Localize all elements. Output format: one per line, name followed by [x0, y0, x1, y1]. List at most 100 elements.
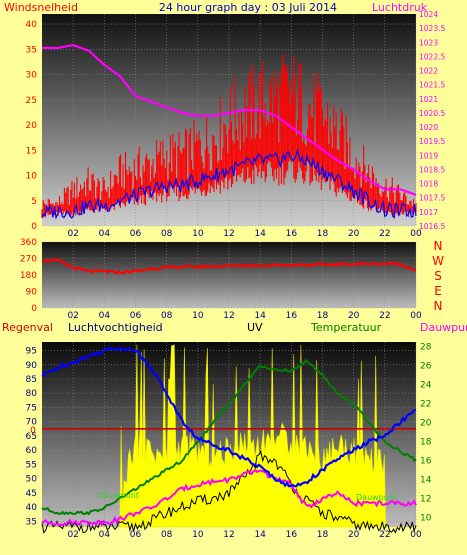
right-tick-label: 1024 [419, 10, 438, 19]
x-tick-label: 06 [130, 530, 142, 540]
right-tick-label: 1022.5 [419, 52, 445, 61]
compass-label: S [434, 269, 442, 283]
humidity-series [41, 344, 417, 534]
rain-label: Regenval [2, 321, 53, 334]
x-tick-label: 16 [286, 311, 298, 321]
compass-label: W [432, 254, 444, 268]
right-tick-label: 1021 [419, 95, 438, 104]
compass-label: N [434, 239, 443, 253]
dewpoint-annotation-left: Dauwpunt [98, 491, 139, 500]
right-tick-label: 24 [420, 381, 432, 391]
solar-series [41, 449, 417, 534]
x-tick-label: 06 [130, 311, 142, 321]
right-axis-label: Luchtdruk [372, 1, 428, 14]
right-tick-label: 1023.5 [419, 24, 445, 33]
dewpoint-series [41, 469, 417, 527]
x-tick-label: 18 [317, 530, 329, 540]
right-tick-label: 1017.5 [419, 194, 445, 203]
x-tick-label: 16 [286, 229, 298, 239]
x-tick-label: 14 [254, 530, 266, 540]
x-tick-label: 10 [192, 311, 204, 321]
right-tick-label: 16 [420, 457, 432, 467]
humidity-axes: 02 04 06 08 10 12 14 16 18 20 22 00 35 40 45 50 55 60 65 70… [26, 343, 432, 540]
x-tick-label: 02 [67, 311, 78, 321]
chart-title: 24 hour graph day : 03 Juli 2014 [159, 1, 337, 14]
right-tick-label: 1020.5 [419, 109, 445, 118]
y-tick-label: 80 [26, 389, 38, 399]
y-tick-label: 90 [26, 361, 38, 371]
right-tick-label: 1021.5 [419, 81, 445, 90]
y-tick-label: 180 [20, 271, 37, 281]
left-axis-label: Windsnelheid [4, 1, 78, 14]
y-tick-label: 65 [26, 432, 37, 442]
x-tick-label: 14 [254, 311, 266, 321]
y-tick-label: 0 [31, 222, 37, 232]
x-tick-label: 08 [161, 530, 173, 540]
x-tick-label: 16 [286, 530, 298, 540]
y-tick-label: 15 [26, 146, 37, 156]
y-tick-label: 75 [26, 403, 37, 413]
x-tick-label: 00 [410, 530, 422, 540]
y-tick-label: 35 [26, 517, 37, 527]
x-tick-label: 04 [99, 229, 111, 239]
right-tick-label: 12 [420, 495, 431, 505]
x-tick-label: 10 [192, 530, 204, 540]
right-tick-label: 14 [420, 476, 432, 486]
right-tick-label: 1022 [419, 67, 438, 76]
y-tick-label: 50 [26, 475, 38, 485]
y-tick-label: 10 [26, 172, 38, 182]
x-tick-label: 18 [317, 229, 329, 239]
wind-axes: 02 04 06 08 10 12 14 16 18 20 22 000510152025303540… [26, 10, 446, 239]
right-tick-label: 18 [420, 438, 432, 448]
x-tick-label: 22 [379, 311, 390, 321]
wind-series [41, 43, 417, 221]
rain-value-label: 0 [30, 426, 36, 436]
wind-gust-series [41, 54, 417, 219]
x-tick-label: 04 [99, 530, 111, 540]
y-tick-label: 25 [26, 96, 37, 106]
y-tick-label: 270 [20, 255, 37, 265]
right-tick-label: 1018 [419, 180, 438, 189]
x-tick-label: 20 [348, 229, 360, 239]
x-tick-label: 12 [223, 530, 234, 540]
y-tick-label: 20 [26, 121, 38, 131]
x-tick-label: 02 [67, 229, 78, 239]
right-tick-label: 1019 [419, 151, 438, 160]
y-tick-label: 60 [26, 446, 38, 456]
direction-grid [42, 241, 417, 309]
x-tick-label: 02 [67, 530, 78, 540]
compass-label: E [434, 284, 442, 298]
x-tick-label: 14 [254, 229, 266, 239]
right-tick-label: 10 [420, 514, 432, 524]
x-tick-label: 12 [223, 229, 234, 239]
x-tick-label: 00 [410, 311, 422, 321]
temperature-label: Temperatuur [310, 321, 382, 334]
x-tick-label: 22 [379, 229, 390, 239]
right-tick-label: 1023 [419, 38, 438, 47]
y-tick-label: 5 [31, 197, 37, 207]
x-tick-label: 06 [130, 229, 142, 239]
wind-average-series [41, 149, 417, 221]
right-tick-label: 1017 [419, 208, 438, 217]
uv-label: UV [247, 321, 263, 334]
right-tick-label: 20 [420, 419, 432, 429]
humidity-series [41, 346, 417, 488]
y-tick-label: 90 [26, 288, 38, 298]
pressure-series [42, 43, 417, 196]
temperature-series [41, 358, 417, 516]
y-tick-label: 85 [26, 375, 37, 385]
right-tick-label: 1019.5 [419, 137, 445, 146]
x-tick-label: 00 [410, 229, 422, 239]
y-tick-label: 0 [31, 304, 37, 314]
wind-direction-series [41, 258, 417, 275]
right-tick-label: 1018.5 [419, 165, 445, 174]
x-tick-label: 08 [161, 311, 173, 321]
y-tick-label: 30 [26, 71, 38, 81]
y-tick-label: 95 [26, 347, 37, 357]
y-tick-label: 40 [26, 20, 38, 30]
right-tick-label: 26 [420, 362, 432, 372]
x-tick-label: 12 [223, 311, 234, 321]
right-tick-label: 22 [420, 400, 431, 410]
